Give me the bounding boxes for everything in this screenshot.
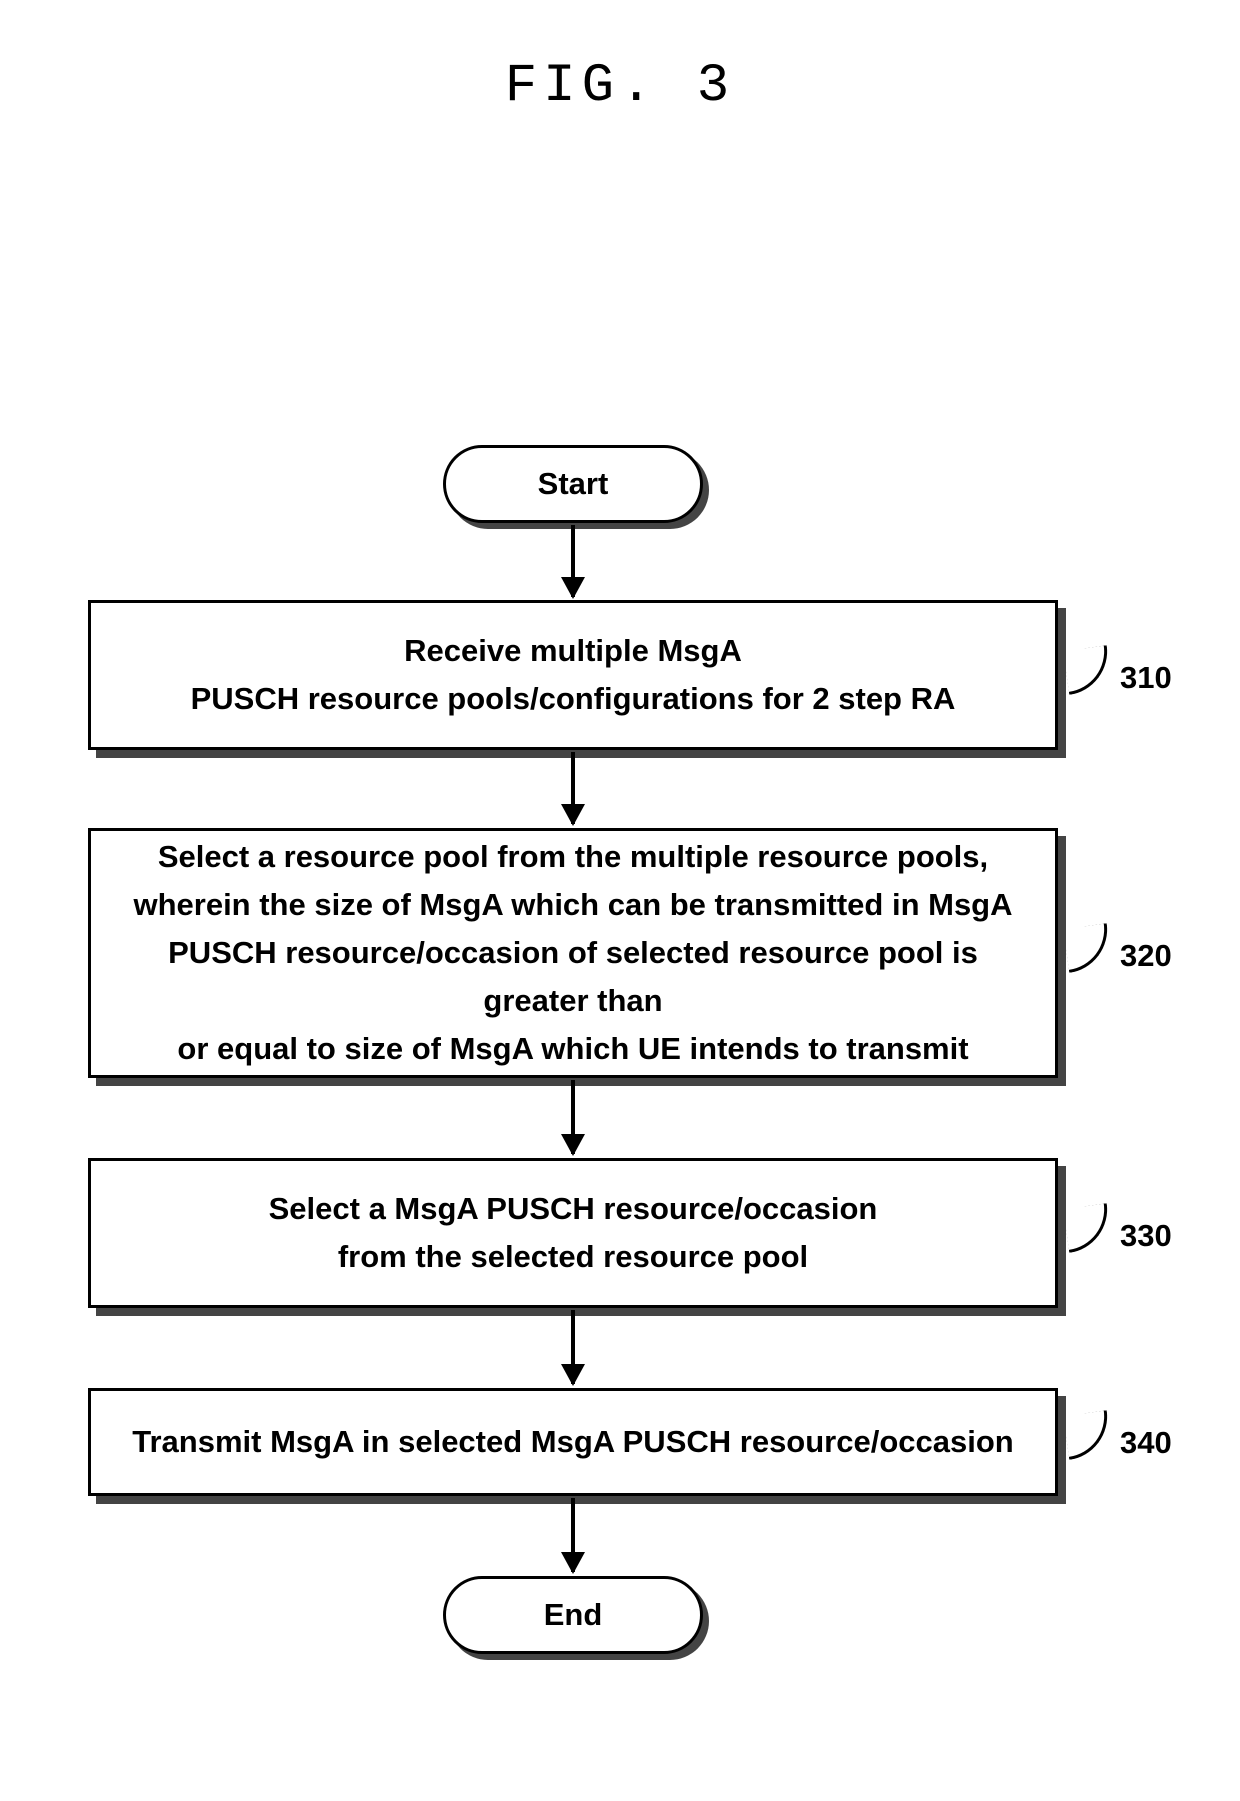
arrow	[88, 752, 1058, 824]
ref-label-310: 310	[1120, 660, 1172, 696]
arrow	[88, 1310, 1058, 1384]
process-line: Select a resource pool from the multiple…	[158, 833, 988, 881]
ref-label-330: 330	[1120, 1218, 1172, 1254]
process-line: Transmit MsgA in selected MsgA PUSCH res…	[132, 1418, 1013, 1466]
arrow-head-icon	[561, 1552, 585, 1574]
process-line: Select a MsgA PUSCH resource/occasion	[269, 1185, 878, 1233]
process-line: PUSCH resource/occasion of selected reso…	[115, 929, 1031, 1025]
process-line: wherein the size of MsgA which can be tr…	[133, 881, 1012, 929]
process-310: Receive multiple MsgA PUSCH resource poo…	[88, 600, 1058, 750]
ref-label-320: 320	[1120, 938, 1172, 974]
arrow-head-icon	[561, 1134, 585, 1156]
process-320: Select a resource pool from the multiple…	[88, 828, 1058, 1078]
page: FIG. 3 Start Receive multiple MsgA PUSCH…	[0, 0, 1240, 1801]
ref-connector	[1063, 1203, 1113, 1253]
process-line: from the selected resource pool	[338, 1233, 808, 1281]
end-node: End	[443, 1576, 703, 1654]
process-line: PUSCH resource pools/configurations for …	[191, 675, 956, 723]
ref-connector	[1063, 645, 1113, 695]
arrow	[88, 1080, 1058, 1154]
arrow	[88, 525, 1058, 597]
process-line: Receive multiple MsgA	[404, 627, 742, 675]
arrow-head-icon	[561, 577, 585, 599]
flow-container: End	[88, 1576, 1058, 1654]
process-330: Select a MsgA PUSCH resource/occasion fr…	[88, 1158, 1058, 1308]
start-node: Start	[443, 445, 703, 523]
arrow-head-icon	[561, 804, 585, 826]
arrow-head-icon	[561, 1364, 585, 1386]
flow-container: Start	[88, 445, 1058, 523]
ref-connector	[1063, 1410, 1113, 1460]
figure-title: FIG. 3	[0, 56, 1240, 117]
ref-label-340: 340	[1120, 1425, 1172, 1461]
process-340: Transmit MsgA in selected MsgA PUSCH res…	[88, 1388, 1058, 1496]
process-line: or equal to size of MsgA which UE intend…	[177, 1025, 968, 1073]
ref-connector	[1063, 923, 1113, 973]
arrow	[88, 1498, 1058, 1572]
